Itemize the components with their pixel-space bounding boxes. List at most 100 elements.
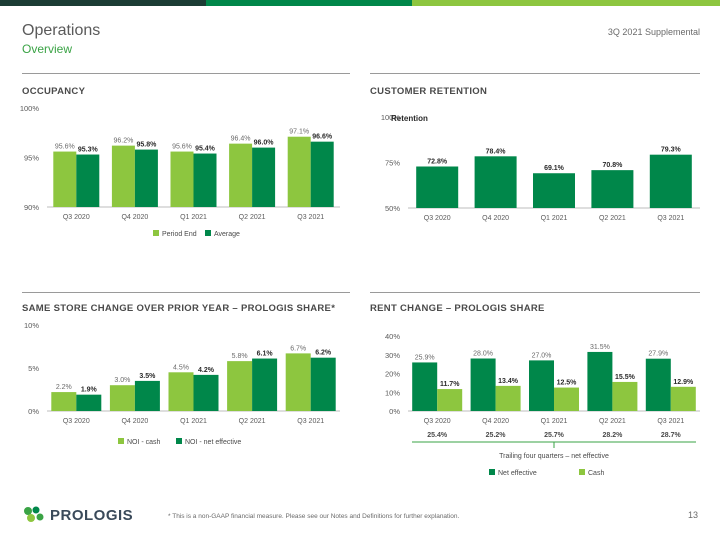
same_store-data-label: 4.2%: [198, 367, 215, 374]
rent_change-data-label: 15.5%: [615, 374, 636, 381]
retention-chart: 50% 75% 100% 72.8% Q3 2020 78.4% Q4 2020 69.1% Q…: [381, 113, 700, 222]
retention-rule: [370, 73, 700, 74]
rent_change-bar: [470, 358, 496, 411]
same-store-rule: [22, 292, 350, 293]
same_store-bar: [51, 392, 77, 411]
same_store-legend-label: NOI - net effective: [185, 439, 241, 446]
rent_change-category-label: Q3 2020: [424, 418, 451, 425]
same_store-category-label: Q1 2021: [180, 418, 207, 425]
rent_change-category-label: Q3 2021: [657, 418, 684, 425]
occupancy-ytick-label: 95%: [24, 154, 39, 163]
same_store-legend-swatch: [118, 438, 124, 444]
same_store-bar: [285, 353, 311, 411]
same_store-legend-swatch: [176, 438, 182, 444]
same_store-category-label: Q2 2021: [239, 418, 266, 425]
rent_change-bar: [495, 385, 521, 411]
occupancy-bar: [252, 147, 276, 207]
rent-change-chart: 0% 10% 20% 30% 40% 25.9% 11.7% Q3 2020 25.4% 28.0…: [385, 332, 700, 477]
occupancy-bar: [134, 149, 158, 207]
rent_change-legend-label: Cash: [588, 470, 604, 477]
rent_change-ytick-label: 30%: [385, 351, 400, 360]
topbar-segment-green: [206, 0, 412, 6]
occupancy-category-label: Q3 2020: [63, 214, 90, 221]
occupancy-legend-swatch: [205, 230, 211, 236]
rent_change-data-label: 31.5%: [590, 344, 610, 351]
rent_change-bar: [612, 381, 638, 411]
logo-text: PROLOGIS: [50, 506, 134, 524]
retention-bar: [533, 173, 575, 208]
occupancy-data-label: 95.6%: [55, 144, 75, 151]
retention-category-label: Q3 2021: [657, 215, 684, 222]
retention-bar: [416, 166, 459, 208]
occupancy-bar: [111, 145, 135, 207]
rent_change-bar: [412, 362, 438, 411]
same_store-data-label: 2.2%: [56, 384, 72, 391]
topbar-segment-light: [412, 0, 720, 6]
occupancy-bar: [229, 143, 253, 207]
same_store-bar: [76, 394, 102, 411]
rent_change-legend-label: Net effective: [498, 470, 537, 477]
retention-category-label: Q4 2020: [482, 215, 509, 222]
occupancy-data-label: 95.4%: [195, 146, 216, 153]
same_store-bar: [168, 372, 194, 411]
occupancy-chart: 90%95%100%95.6% 95.3%Q3 202096.2%95.8%Q4 …: [20, 104, 340, 238]
occupancy-ytick-label: 100%: [20, 104, 40, 113]
rent_change-bar: [437, 389, 463, 411]
occupancy-data-label: 97.1%: [289, 129, 309, 136]
occupancy-rule: [22, 73, 350, 74]
rent_change-data-label: 25.9%: [415, 354, 435, 361]
rent_change-ytick-label: 10%: [385, 388, 400, 397]
same_store-category-label: Q3 2020: [63, 418, 90, 425]
occupancy-title: OCCUPANCY: [22, 86, 86, 97]
same_store-legend-label: NOI - cash: [127, 439, 161, 446]
rent_change-trailing-value: 25.4%: [427, 432, 448, 439]
rent_change-trailing-value: 28.2%: [602, 432, 623, 439]
same_store-ytick-label: 10%: [24, 321, 39, 330]
top-color-bar: [0, 0, 720, 6]
occupancy-bar: [170, 151, 194, 207]
rent_change-bar: [587, 351, 613, 411]
same_store-category-label: Q4 2020: [121, 418, 148, 425]
same_store-category-label: Q3 2021: [297, 418, 324, 425]
rent_change-ytick-label: 40%: [385, 332, 400, 341]
footnote: * This is a non-GAAP financial measure. …: [168, 513, 460, 520]
rent_change-category-label: Q1 2021: [541, 418, 568, 425]
rent_change-bar: [529, 360, 554, 411]
prologis-logo-icon: [24, 506, 44, 522]
same_store-bar: [252, 358, 278, 411]
retention-category-label: Q3 2020: [424, 215, 451, 222]
prologis-logo: PROLOGIS: [22, 505, 133, 525]
same_store-ytick-label: 0%: [28, 407, 39, 416]
retention-data-label: 72.8%: [427, 159, 448, 166]
rent_change-bar: [670, 386, 696, 411]
same_store-data-label: 6.1%: [257, 351, 274, 358]
occupancy-bar: [287, 136, 311, 207]
retention-title: CUSTOMER RETENTION: [370, 86, 488, 97]
rent_change-trailing-value: 25.2%: [486, 432, 507, 439]
occupancy-data-label: 96.0%: [254, 140, 275, 147]
retention-ytick-label: 75%: [385, 159, 400, 168]
occupancy-category-label: Q1 2021: [180, 214, 207, 221]
same_store-bar: [227, 361, 253, 411]
occupancy-legend-swatch: [153, 230, 159, 236]
rent_change-data-label: 12.5%: [557, 380, 578, 387]
occupancy-bar: [310, 141, 334, 207]
occupancy-data-label: 96.2%: [113, 138, 133, 145]
page-subtitle: Overview: [22, 42, 73, 56]
occupancy-legend-label: Average: [214, 231, 240, 238]
rent_change-bar: [645, 358, 671, 411]
occupancy-category-label: Q2 2021: [239, 214, 266, 221]
same-store-title: SAME STORE CHANGE OVER PRIOR YEAR – PROL…: [22, 303, 336, 314]
retention-data-label: 70.8%: [602, 162, 623, 169]
retention-ytick-label: 50%: [385, 204, 400, 213]
same_store-data-label: 6.2%: [315, 350, 332, 357]
rent_change-trailing-label: Trailing four quarters – net effective: [499, 453, 609, 460]
occupancy-data-label: 95.6%: [172, 144, 192, 151]
occupancy-bar: [76, 154, 100, 207]
occupancy-data-label: 96.6%: [312, 134, 333, 141]
rent_change-bar: [554, 387, 579, 411]
retention-bar: [474, 156, 517, 208]
rent_change-trailing-value: 25.7%: [544, 432, 565, 439]
retention-data-label: 69.1%: [544, 165, 565, 172]
same_store-bar: [134, 380, 160, 411]
